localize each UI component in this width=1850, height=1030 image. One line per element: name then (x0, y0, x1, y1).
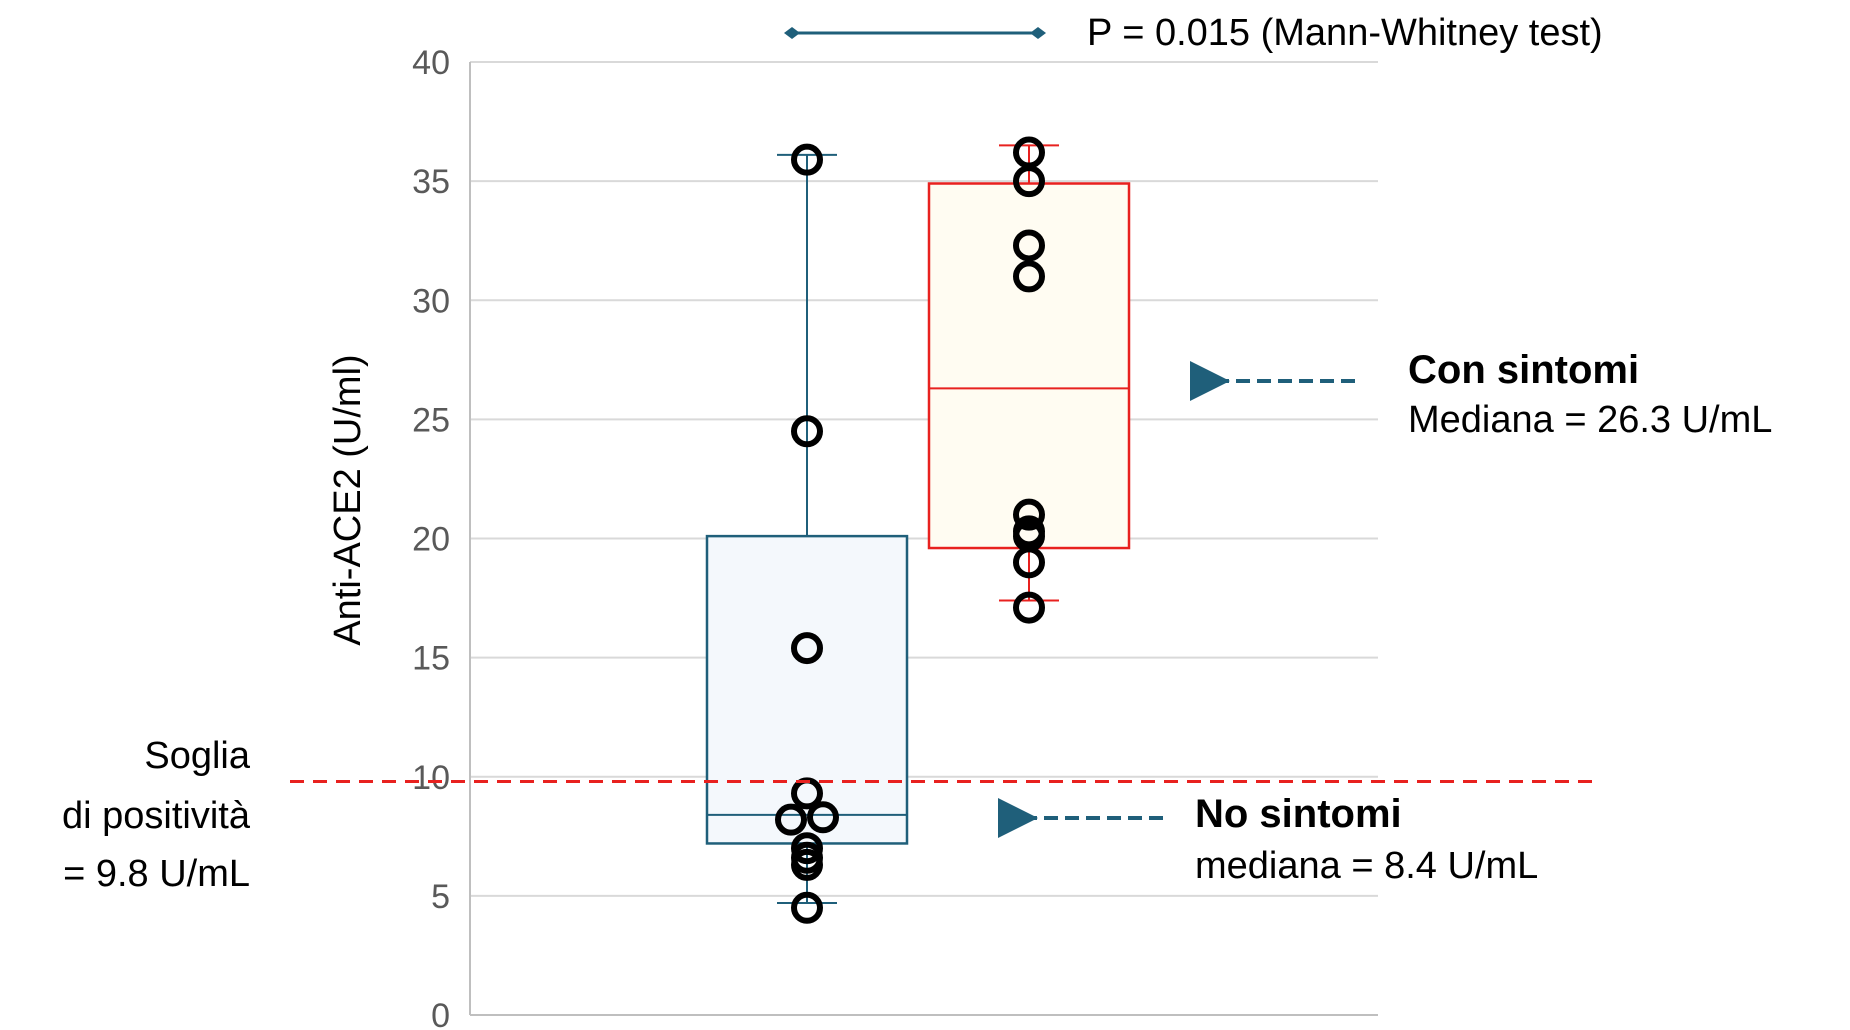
no-symptoms-title: No sintomi (1195, 792, 1402, 836)
data-point (1013, 498, 1045, 531)
y-tick-label-30: 30 (412, 282, 450, 320)
iqr-box (705, 534, 909, 845)
pvalue-bracket (784, 27, 1046, 39)
data-point (791, 632, 823, 665)
data-point (1013, 136, 1045, 169)
box-1 (705, 153, 909, 905)
threshold-label-line2: di positività (62, 795, 251, 837)
data-point (791, 841, 823, 874)
y-tick-label-25: 25 (412, 401, 450, 439)
data-point (1013, 591, 1045, 624)
data-point (791, 832, 823, 865)
data-point (791, 891, 823, 924)
with-symptoms-median: Mediana = 26.3 U/mL (1408, 399, 1772, 441)
data-point (1013, 260, 1045, 293)
y-tick-label-35: 35 (412, 163, 450, 201)
y-tick-labels: 0 5 10 15 20 25 30 35 40 (412, 44, 450, 1030)
box-2 (927, 144, 1131, 602)
box-series (705, 144, 1131, 905)
data-point (1013, 515, 1045, 548)
pvalue-label: P = 0.015 (Mann-Whitney test) (1087, 12, 1603, 54)
data-point (1013, 229, 1045, 262)
y-tick-label-20: 20 (412, 521, 450, 559)
y-tick-label-10: 10 (412, 759, 450, 797)
y-tick-label-40: 40 (412, 44, 450, 82)
y-axis-label: Anti-ACE2 (U/ml) (327, 354, 369, 645)
y-tick-label-0: 0 (431, 997, 450, 1030)
y-tick-label-5: 5 (431, 878, 450, 916)
y-tick-label-15: 15 (412, 640, 450, 678)
no-symptoms-median: mediana = 8.4 U/mL (1195, 845, 1538, 887)
threshold-label-line1: Soglia (144, 735, 250, 777)
data-point (775, 803, 807, 836)
data-point (791, 415, 823, 448)
iqr-box (927, 182, 1131, 550)
grid-lines (470, 61, 1378, 897)
with-symptoms-title: Con sintomi (1408, 348, 1639, 392)
data-point (791, 143, 823, 176)
data-point (807, 801, 839, 834)
threshold-label-line3: = 9.8 U/mL (63, 853, 250, 895)
